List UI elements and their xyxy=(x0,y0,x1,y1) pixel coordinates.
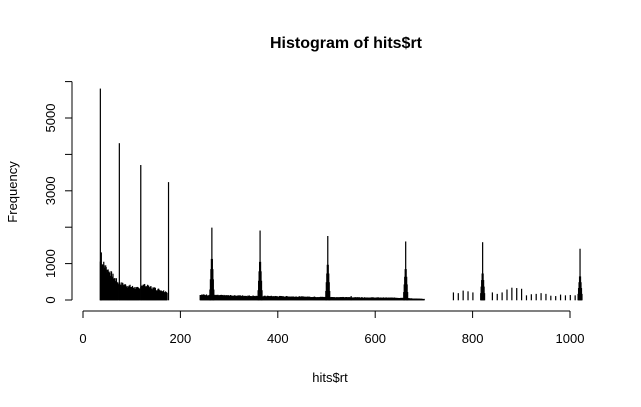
x-tick-label: 400 xyxy=(267,331,289,346)
histogram-bar xyxy=(496,293,498,301)
chart-title: Histogram of hits$rt xyxy=(270,35,423,52)
histogram-bar xyxy=(452,292,455,301)
histogram-bar xyxy=(462,290,464,301)
histogram-spike xyxy=(100,252,102,301)
histogram-bar xyxy=(423,298,425,301)
histogram-bar xyxy=(545,293,547,301)
histogram-bar xyxy=(261,290,263,301)
histogram-bar xyxy=(569,294,571,301)
histogram-bar xyxy=(564,295,567,301)
y-tick-label: 3000 xyxy=(43,176,58,205)
histogram-bar xyxy=(530,294,532,301)
x-tick-label: 1000 xyxy=(556,331,585,346)
histogram-spike xyxy=(211,227,213,301)
histogram-spike xyxy=(405,241,407,301)
histogram-bar xyxy=(506,289,508,301)
histogram-bar xyxy=(457,293,459,301)
histogram-bar xyxy=(559,294,562,301)
histogram-bar xyxy=(555,296,557,301)
histogram-bar xyxy=(516,288,518,301)
histogram-bar xyxy=(574,295,576,301)
histogram-spike xyxy=(259,230,261,301)
histogram-bar xyxy=(581,293,583,301)
histogram-bar xyxy=(329,290,331,301)
y-axis-label: Frequency xyxy=(5,161,20,223)
histogram-bar xyxy=(520,288,523,301)
histogram-bar xyxy=(501,292,503,301)
histogram-bar xyxy=(525,295,528,301)
histogram-bar xyxy=(166,292,168,301)
histogram-bar xyxy=(491,292,493,301)
x-tick-label: 200 xyxy=(170,331,192,346)
histogram-bar xyxy=(535,293,537,301)
y-axis: 0 1000 3000 5000 xyxy=(43,81,73,304)
histogram-bar xyxy=(117,284,119,301)
histogram-spike xyxy=(579,248,581,301)
y-tick-label: 5000 xyxy=(43,104,58,133)
histogram-spike xyxy=(140,165,142,301)
histogram-bar xyxy=(467,291,469,301)
histogram-bar xyxy=(139,288,141,301)
histogram-bar xyxy=(407,292,409,301)
histogram-bar xyxy=(472,292,474,301)
histogram-bar xyxy=(540,293,542,301)
histogram-bar xyxy=(213,289,215,301)
histogram-spike xyxy=(99,88,101,301)
histogram-bar xyxy=(350,296,352,301)
histogram-bar xyxy=(550,295,552,301)
y-tick-label: 1000 xyxy=(43,249,58,278)
histogram-spike xyxy=(118,143,120,301)
x-tick-label: 600 xyxy=(364,331,386,346)
x-axis-label: hits$rt xyxy=(312,370,348,385)
histogram-bars xyxy=(99,88,583,301)
histogram-spike xyxy=(167,182,170,301)
histogram-bar xyxy=(511,287,513,301)
x-axis: 0 200 400 600 800 1000 xyxy=(79,310,585,346)
x-tick-label: 800 xyxy=(462,331,484,346)
y-tick-label: 0 xyxy=(43,296,58,303)
histogram-bar xyxy=(483,293,486,301)
histogram-spike xyxy=(482,242,484,301)
histogram-spike xyxy=(327,236,329,301)
x-tick-label: 0 xyxy=(79,331,86,346)
